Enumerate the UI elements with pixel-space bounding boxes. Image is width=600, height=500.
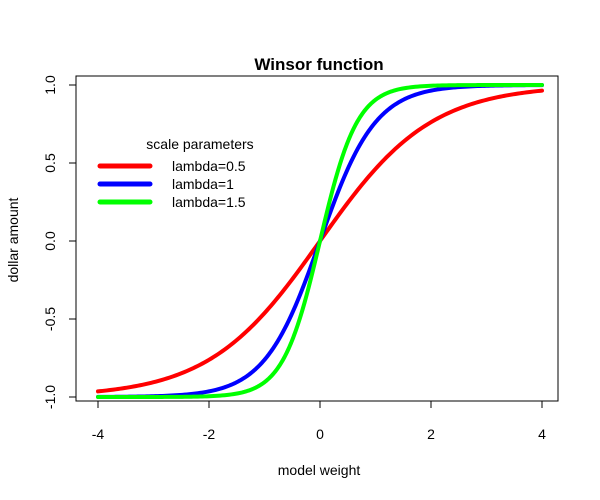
- legend-label: lambda=0.5: [172, 158, 246, 174]
- x-tick-label: -4: [92, 426, 105, 442]
- y-tick-label: 0.0: [42, 231, 58, 251]
- plot-area-border: [75, 75, 559, 402]
- y-tick-label: 1.0: [42, 75, 58, 95]
- y-axis-label: dollar amount: [5, 197, 21, 282]
- y-tick-label: 0.5: [42, 153, 58, 173]
- x-tick-label: 0: [316, 426, 324, 442]
- x-axis-label: model weight: [278, 462, 361, 478]
- legend: scale parameters lambda=0.5 lambda=1 lambd…: [97, 136, 254, 210]
- chart-title: Winsor function: [254, 55, 383, 74]
- series-layer: [96, 83, 544, 399]
- series-line-3: [96, 83, 544, 399]
- legend-label: lambda=1: [172, 176, 234, 192]
- x-tick-label: -2: [203, 426, 216, 442]
- legend-title: scale parameters: [146, 136, 253, 152]
- legend-label: lambda=1.5: [172, 194, 246, 210]
- y-tick-label: -0.5: [42, 307, 58, 331]
- x-tick-label: 2: [427, 426, 435, 442]
- y-tick-label: -1.0: [42, 385, 58, 409]
- x-axis: -4 -2 0 2 4: [92, 400, 546, 442]
- x-tick-label: 4: [538, 426, 546, 442]
- y-axis: -1.0 -0.5 0.0 0.5 1.0: [42, 75, 77, 409]
